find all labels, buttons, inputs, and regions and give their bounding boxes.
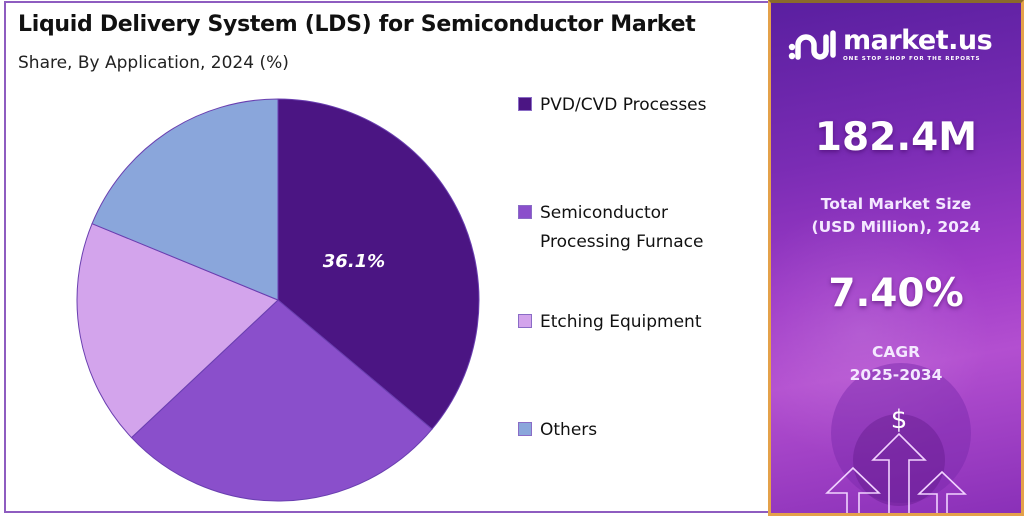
legend-item-etching-equipment: Etching Equipment [518, 308, 702, 337]
chart-subtitle: Share, By Application, 2024 (%) [18, 53, 289, 73]
market-size-label: Total Market Size (USD Million), 2024 [811, 195, 981, 236]
background-glow [771, 203, 991, 463]
brand-logo: market.us ONE STOP SHOP FOR THE REPORTS [787, 24, 993, 63]
dollar-growth-arrows-icon: $ [825, 405, 967, 513]
svg-text:$: $ [891, 405, 908, 435]
legend-label: Etching Equipment [540, 312, 702, 332]
market-us-logo-icon [788, 30, 836, 60]
pie-slice-semiconductor-furnace [130, 299, 433, 502]
pie-slice-pvd-cvd [277, 98, 480, 430]
legend-swatch-others [518, 422, 532, 436]
legend-swatch-semiconductor-furnace [518, 205, 532, 219]
cagr-value: 7.40% [828, 271, 964, 316]
background-shape [831, 363, 971, 503]
pie-chart: 36.1% [72, 94, 484, 506]
cagr-label: CAGR 2025-2034 [849, 343, 943, 384]
pie-chart-svg [76, 98, 480, 502]
legend-item-others: Others [518, 416, 597, 445]
pie-slice-etching-equipment [76, 223, 279, 439]
brand-name: market.us [843, 24, 993, 56]
market-size-value: 182.4M [814, 115, 978, 160]
legend-item-semiconductor-furnace: Semiconductor Processing Furnace [518, 199, 704, 257]
legend-swatch-pvd-cvd [518, 97, 532, 111]
pie-slice-others [91, 98, 279, 301]
brand-tagline: ONE STOP SHOP FOR THE REPORTS [843, 55, 981, 62]
chart-title: Liquid Delivery System (LDS) for Semicon… [18, 12, 696, 37]
summary-sidebar: market.us ONE STOP SHOP FOR THE REPORTS … [768, 0, 1024, 516]
legend-label: PVD/CVD Processes [540, 95, 707, 115]
legend-item-pvd-cvd: PVD/CVD Processes [518, 91, 707, 120]
legend-swatch-etching-equipment [518, 314, 532, 328]
pie-slice-label-pvd-cvd: 36.1% [322, 251, 386, 272]
legend-label: Others [540, 420, 598, 440]
legend-label: Semiconductor Processing Furnace [540, 203, 704, 252]
chart-panel: Liquid Delivery System (LDS) for Semicon… [4, 1, 772, 513]
